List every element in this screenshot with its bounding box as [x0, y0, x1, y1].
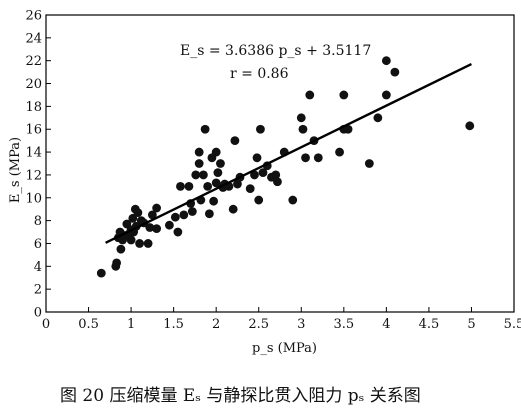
y-tick-label: 20 [25, 77, 42, 92]
x-tick-label: 3.5 [333, 317, 354, 332]
x-tick-label: 1.5 [163, 317, 184, 332]
data-point [288, 195, 298, 205]
data-point [173, 227, 183, 237]
data-point [233, 179, 242, 189]
data-point [230, 136, 240, 146]
data-point [211, 147, 221, 157]
data-point [216, 159, 225, 168]
y-tick-label: 26 [25, 9, 42, 24]
data-point [305, 90, 315, 100]
x-tick-label: 0.5 [78, 317, 99, 332]
data-point [199, 170, 208, 180]
figure-caption: 图 20 压缩模量 Eₛ 与静探比贯入阻力 pₛ 关系图 [60, 386, 421, 406]
y-tick-label: 2 [34, 283, 42, 298]
data-point [126, 235, 136, 245]
regression-equation: E_s = 3.6386 p_s + 3.5117 [180, 43, 371, 59]
y-tick-label: 4 [34, 260, 42, 275]
data-point [187, 207, 197, 216]
data-point [152, 203, 162, 213]
x-tick-label: 5 [467, 317, 475, 332]
x-tick-label: 3 [297, 317, 305, 332]
data-point [298, 124, 308, 134]
data-point [228, 204, 238, 214]
y-tick-label: 24 [25, 31, 42, 46]
data-point [313, 153, 323, 163]
data-point [164, 220, 174, 230]
data-point [145, 223, 155, 232]
y-tick-label: 14 [25, 146, 42, 161]
data-point [301, 153, 310, 163]
data-point [252, 153, 262, 163]
data-point [116, 244, 126, 254]
data-point [245, 184, 255, 194]
data-point [179, 210, 189, 220]
data-point [465, 121, 475, 131]
data-point [194, 147, 204, 157]
y-tick-label: 0 [34, 306, 42, 321]
data-point [204, 209, 214, 219]
x-tick-label: 2 [212, 317, 220, 332]
data-point [390, 67, 400, 77]
data-point [339, 90, 349, 100]
y-axis-label: E_s (MPa) [8, 137, 23, 203]
data-point [381, 56, 391, 66]
x-tick-label: 0 [42, 317, 50, 332]
data-point [152, 224, 162, 234]
data-point [194, 159, 204, 168]
data-point [191, 170, 201, 180]
data-point [112, 258, 122, 268]
data-point [250, 170, 259, 180]
data-point [203, 181, 213, 191]
y-tick-label: 6 [34, 237, 42, 252]
y-tick-label: 16 [25, 123, 42, 138]
data-point [135, 239, 145, 248]
data-point [364, 159, 374, 168]
data-point [373, 113, 383, 123]
data-point [296, 113, 306, 123]
x-axis-label: p_s (MPa) [252, 341, 317, 356]
regression-line [105, 62, 472, 244]
data-point [256, 124, 265, 134]
data-point [176, 181, 185, 191]
x-tick-label: 1 [127, 317, 135, 332]
data-point [96, 268, 106, 278]
data-point [211, 178, 221, 188]
data-point [335, 147, 344, 157]
data-point [258, 168, 268, 178]
data-point [143, 239, 153, 248]
data-point [170, 212, 180, 222]
data-point [200, 124, 210, 134]
y-tick-label: 10 [25, 191, 42, 206]
y-tick-label: 18 [25, 100, 42, 115]
data-point [271, 170, 281, 180]
data-point [381, 90, 391, 100]
data-point [184, 181, 194, 191]
x-tick-label: 4.5 [419, 317, 440, 332]
x-tick-label: 4 [382, 317, 390, 332]
correlation-coefficient: r = 0.86 [230, 66, 289, 82]
data-point [128, 213, 138, 223]
data-point [209, 196, 219, 206]
y-tick-label: 12 [25, 168, 42, 183]
data-point [147, 210, 157, 220]
data-point [254, 195, 264, 205]
y-tick-label: 8 [34, 214, 42, 229]
data-point [273, 177, 282, 187]
data-point [213, 168, 223, 178]
x-tick-label: 5.5 [504, 317, 521, 332]
data-point [343, 124, 353, 134]
x-tick-label: 2.5 [248, 317, 269, 332]
plot-frame [45, 14, 515, 313]
data-point [133, 208, 143, 218]
y-tick-label: 22 [25, 54, 42, 69]
axis-tick-labels: 0 0.5 1 1.5 2 2.5 3 3.5 4 4.5 5 5.50246810121416182… [25, 9, 521, 333]
axis-ticks [45, 14, 515, 313]
